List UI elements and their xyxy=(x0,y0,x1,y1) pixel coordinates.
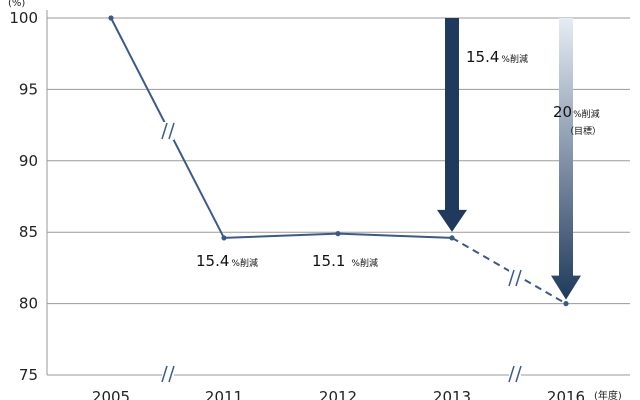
data-point-2013 xyxy=(449,235,455,241)
x-tick-label-2005: 2005 xyxy=(92,388,130,400)
y-tick-label-95: 95 xyxy=(19,80,38,98)
axis-break-xaxis-left-stroke-2 xyxy=(168,365,175,383)
data-point-2016 xyxy=(563,301,569,307)
annotation-2013: 15.4 %削減 xyxy=(466,48,528,66)
x-tick-label-2012: 2012 xyxy=(319,388,357,400)
data-point-2012 xyxy=(335,231,341,237)
annotation-2012: 15.1 %削減 xyxy=(312,252,378,270)
annotation-2016-target-note: （目標） xyxy=(565,125,601,137)
axis-break-series-left-gap xyxy=(162,122,174,140)
data-point-2005 xyxy=(108,15,114,21)
data-point-2011 xyxy=(221,235,227,241)
axis-break-series-right-stroke-1 xyxy=(508,269,515,287)
y-tick-label-85: 85 xyxy=(19,223,38,241)
y-tick-label-80: 80 xyxy=(19,295,38,313)
y-tick-label-100: 100 xyxy=(9,9,38,27)
axis-break-xaxis-right-gap xyxy=(509,365,521,383)
axis-break-xaxis-right xyxy=(508,365,522,383)
x-unit-label: (年度) xyxy=(594,389,622,400)
x-tick-label-2011: 2011 xyxy=(205,388,243,400)
reduction-arrows xyxy=(437,18,581,300)
axis-break-xaxis-right-stroke-2 xyxy=(515,365,522,383)
axis-break-series-left-stroke-1 xyxy=(161,122,168,140)
y-unit-label: (%) xyxy=(8,0,25,9)
axis-break-xaxis-right-stroke-1 xyxy=(508,365,515,383)
annotation-2016: 20%削減 xyxy=(553,103,600,121)
reduction-arrow-2013 xyxy=(437,18,467,232)
reduction-arrow-2016 xyxy=(551,18,581,300)
axis-break-series-right-stroke-2 xyxy=(515,269,522,287)
x-tick-label-2013: 2013 xyxy=(433,388,471,400)
y-tick-label-75: 75 xyxy=(19,366,38,384)
x-tick-labels: 2005 2011 2012 2013 2016 xyxy=(92,388,585,400)
y-tick-labels: 75 80 85 90 95 100 xyxy=(9,9,38,384)
axis-break-xaxis-left-stroke-1 xyxy=(161,365,168,383)
x-tick-label-2016: 2016 xyxy=(547,388,585,400)
axis-break-series-left-stroke-2 xyxy=(168,122,175,140)
axis-break-xaxis-left xyxy=(161,365,175,383)
axis-break-series-right xyxy=(508,269,522,287)
axis-break-series-right-gap xyxy=(509,269,521,287)
axis-break-series-left xyxy=(161,122,175,140)
y-tick-label-90: 90 xyxy=(19,152,38,170)
axis-break-xaxis-left-gap xyxy=(162,365,174,383)
annotation-2011: 15.4 %削減 xyxy=(196,252,258,270)
axis-break-marks xyxy=(161,122,522,383)
